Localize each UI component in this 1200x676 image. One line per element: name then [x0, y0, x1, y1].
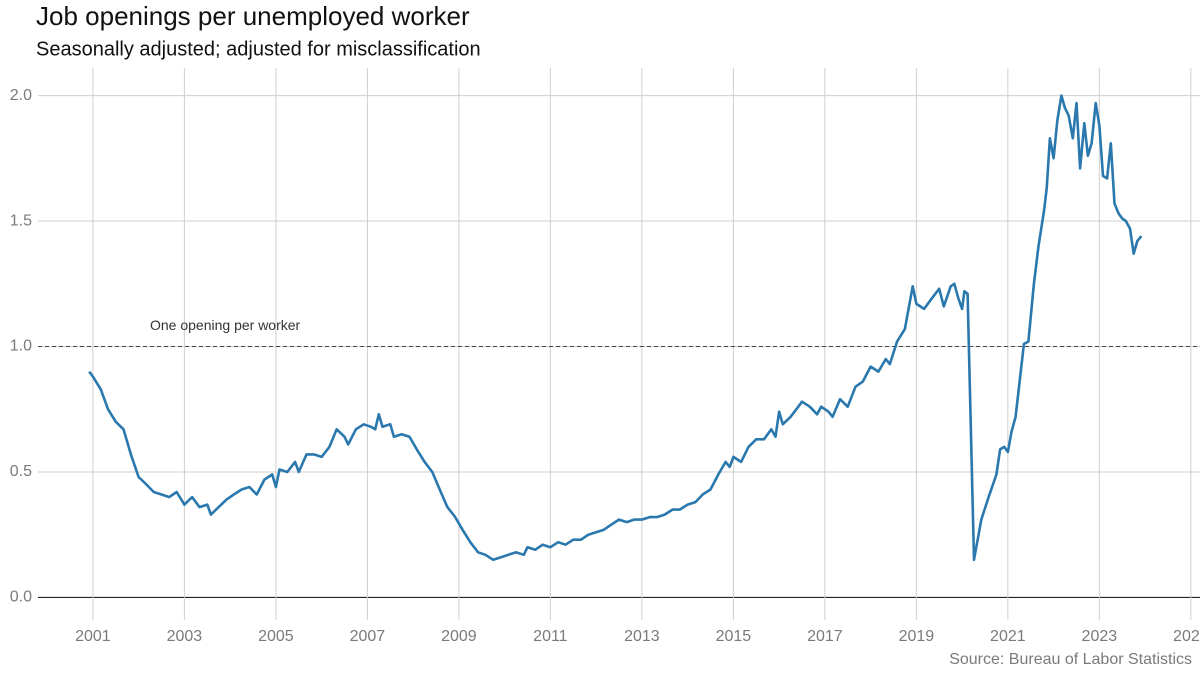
reference-label: One opening per worker	[150, 317, 301, 333]
y-tick-label: 1.0	[10, 338, 32, 355]
x-tick-label: 2003	[167, 628, 203, 645]
y-tick-label: 1.5	[10, 212, 32, 229]
x-tick-label: 2007	[350, 628, 386, 645]
data-line	[88, 94, 1143, 562]
x-tick-label: 2015	[716, 628, 752, 645]
x-tick-label: 2019	[899, 628, 935, 645]
x-tick-label: 2011	[533, 628, 568, 645]
x-tick-label: 2017	[807, 628, 843, 645]
y-tick-label: 0.0	[10, 589, 32, 606]
x-tick-label: 2013	[624, 628, 660, 645]
source-note: Source: Bureau of Labor Statistics	[949, 651, 1192, 668]
x-tick-label: 2025	[1173, 628, 1200, 645]
x-tick-label: 2001	[75, 628, 111, 645]
y-tick-label: 0.5	[10, 463, 32, 480]
chart-subtitle: Seasonally adjusted; adjusted for miscla…	[36, 38, 481, 60]
x-tick-label: 2009	[441, 628, 477, 645]
x-tick-label: 2021	[990, 628, 1026, 645]
y-tick-label: 2.0	[10, 87, 32, 104]
x-tick-label: 2005	[258, 628, 294, 645]
x-tick-label: 2023	[1082, 628, 1118, 645]
chart-title: Job openings per unemployed worker	[36, 1, 470, 31]
